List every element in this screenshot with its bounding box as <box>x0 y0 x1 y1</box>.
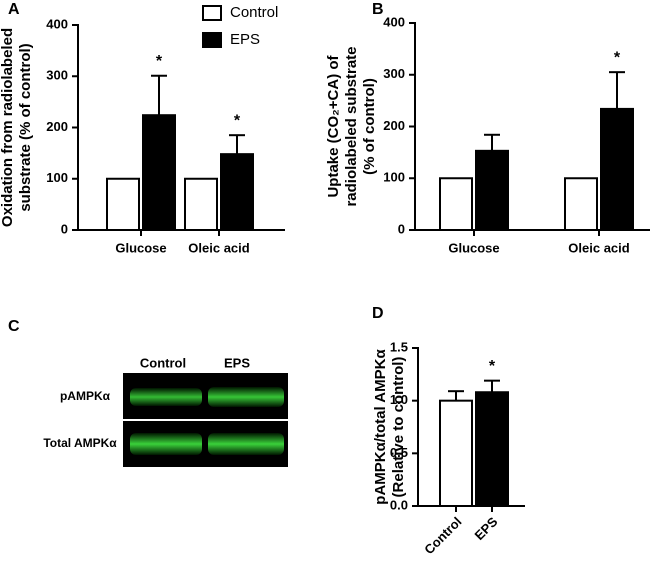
panel-letter: C <box>8 318 20 335</box>
x-tick-label: Glucose <box>448 240 499 255</box>
y-tick-label: 100 <box>383 170 405 185</box>
blot-band <box>208 387 284 407</box>
bar <box>220 153 254 231</box>
blot-band <box>130 433 202 455</box>
y-tick-label: 300 <box>383 66 405 81</box>
y-tick-label: 0.0 <box>390 497 408 512</box>
bar <box>475 149 509 231</box>
bar <box>475 391 509 507</box>
x-tick-label: Glucose <box>115 240 166 255</box>
y-tick-label: 0 <box>398 221 405 236</box>
blot-column-label: EPS <box>224 355 250 370</box>
legend-label: Control <box>230 4 278 21</box>
y-tick-label: 1.5 <box>390 339 408 354</box>
blot-row-label: pAMPKα <box>60 389 111 403</box>
x-tick-label: EPS <box>472 514 501 543</box>
x-tick-label: Control <box>421 514 464 557</box>
y-axis-label: (% of control) <box>361 78 378 175</box>
panel-letter: B <box>372 1 384 18</box>
x-tick-label: Oleic acid <box>188 240 249 255</box>
y-tick-label: 300 <box>46 68 68 83</box>
y-axis-label: Oxidation from radiolabeled <box>0 28 16 227</box>
y-tick-label: 400 <box>383 14 405 29</box>
y-tick-label: 0 <box>61 221 68 236</box>
legend-label: EPS <box>230 31 260 48</box>
blot-row-label: Total AMPKα <box>43 436 117 450</box>
significance-marker: * <box>489 358 496 375</box>
y-axis-label: radiolabeled substrate <box>343 46 360 206</box>
western-blot: Control EPS pAMPKα Total AMPKα <box>43 355 288 467</box>
panel-letter: D <box>372 305 384 322</box>
panel-letter: A <box>8 1 20 18</box>
bar <box>142 114 176 231</box>
blot-column-label: Control <box>140 355 186 370</box>
legend-swatch <box>202 32 222 48</box>
y-axis-label: pAMPKα/total AMPKα <box>372 349 389 505</box>
legend-swatch <box>202 5 222 21</box>
y-axis-label: (Relative to control) <box>390 357 407 498</box>
y-tick-label: 200 <box>46 119 68 134</box>
y-tick-label: 400 <box>46 16 68 31</box>
x-tick-label: Oleic acid <box>568 240 629 255</box>
blot-band <box>208 433 284 455</box>
bar <box>439 177 473 231</box>
bar <box>600 107 634 231</box>
bar <box>106 177 140 231</box>
significance-marker: * <box>614 49 621 66</box>
y-tick-label: 200 <box>383 118 405 133</box>
y-tick-label: 100 <box>46 170 68 185</box>
bar <box>184 177 218 231</box>
blot-band <box>130 388 202 406</box>
y-tick-label: 0.5 <box>390 445 408 460</box>
bar <box>564 177 598 231</box>
significance-marker: * <box>156 53 163 70</box>
y-axis-label: substrate (% of control) <box>17 43 34 211</box>
significance-marker: * <box>234 112 241 129</box>
y-axis-label: Uptake (CO₂+CA) of <box>325 54 342 197</box>
y-tick-label: 1.0 <box>390 392 408 407</box>
bar <box>439 399 473 507</box>
